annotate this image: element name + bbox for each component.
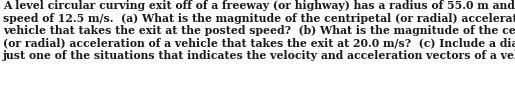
Text: A level circular curving exit off of a freeway (or highway) has a radius of 55.0: A level circular curving exit off of a f… [3,0,515,61]
